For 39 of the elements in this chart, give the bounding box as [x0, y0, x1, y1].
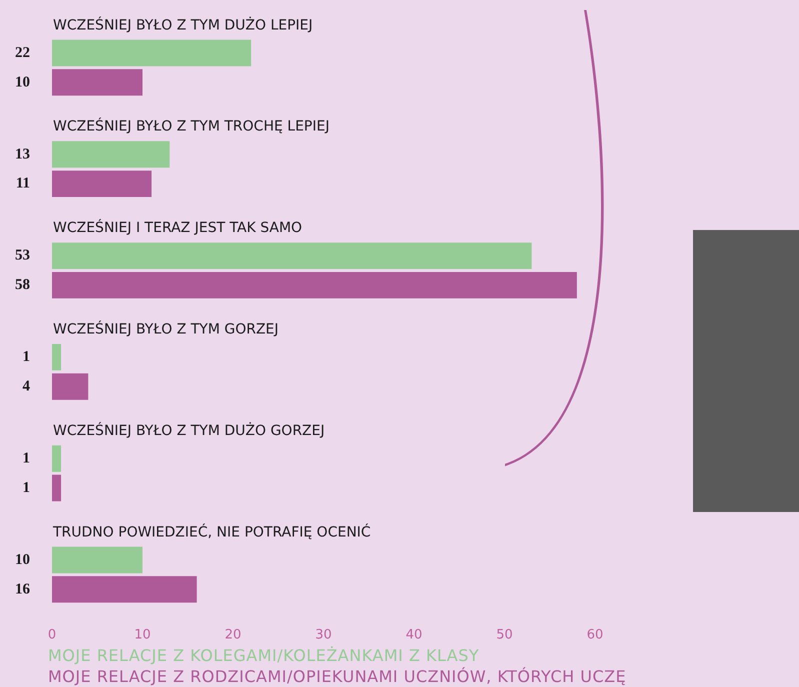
- data-label: 10: [15, 74, 30, 90]
- x-tick-label: 20: [224, 628, 242, 643]
- data-label: 11: [16, 176, 30, 192]
- data-label: 1: [22, 480, 30, 496]
- bar: [52, 546, 142, 574]
- x-tick-label: 50: [496, 628, 513, 643]
- text: MOJE RELACJE Z KOLEGAMI/KOLEŻANKAMI Z KLASY: [48, 645, 480, 666]
- data-label: 16: [15, 581, 30, 598]
- y-tick-label: WCZEŚNIEJ I TERAZ JEST TAK SAMO: [53, 219, 302, 236]
- bar: [52, 344, 62, 370]
- y-tick-label: WCZEŚNIEJ BYŁO Z TYM TROCHĘ LEPIEJ: [53, 118, 330, 135]
- data-label: 13: [15, 146, 30, 162]
- bar: [52, 242, 532, 270]
- bar: [52, 474, 62, 502]
- data-label: 58: [15, 277, 30, 294]
- data-label: 53: [15, 248, 30, 264]
- y-tick-label: WCZEŚNIEJ BYŁO Z TYM DUŻO LEPIEJ: [53, 16, 313, 34]
- bar: [52, 445, 62, 472]
- bar: [52, 272, 577, 298]
- x-tick-label: 40: [406, 628, 422, 643]
- x-tick-label: 0: [48, 628, 56, 643]
- y-tick-label: WCZEŚNIEJ BYŁO Z TYM DUŻO GORZEJ: [53, 422, 325, 439]
- y-tick-label: TRUDNO POWIEDZIEĆ, NIE POTRAFIĘ OCENIĆ: [52, 523, 371, 540]
- data-label: 22: [15, 44, 30, 61]
- x-tick-label: 10: [134, 628, 151, 643]
- text: MOJE RELACJE Z RODZICAMI/OPIEKUNAMI UCZNIÓW, KTÓRYCH UCZĘ: [48, 666, 626, 687]
- x-tick-label: 60: [586, 628, 604, 643]
- bar: [52, 576, 197, 603]
- data-label: 4: [22, 378, 30, 394]
- bar: [52, 170, 152, 198]
- bar: [52, 69, 142, 96]
- bar: [52, 373, 88, 400]
- y-tick-label: WCZEŚNIEJ BYŁO Z TYM GORZEJ: [53, 320, 279, 338]
- data-label: 10: [15, 552, 30, 568]
- x-tick-label: 30: [315, 628, 332, 643]
- bar: [52, 141, 170, 168]
- data-label: 1: [22, 349, 30, 366]
- bar: [52, 40, 252, 66]
- data-label: 1: [22, 450, 30, 466]
